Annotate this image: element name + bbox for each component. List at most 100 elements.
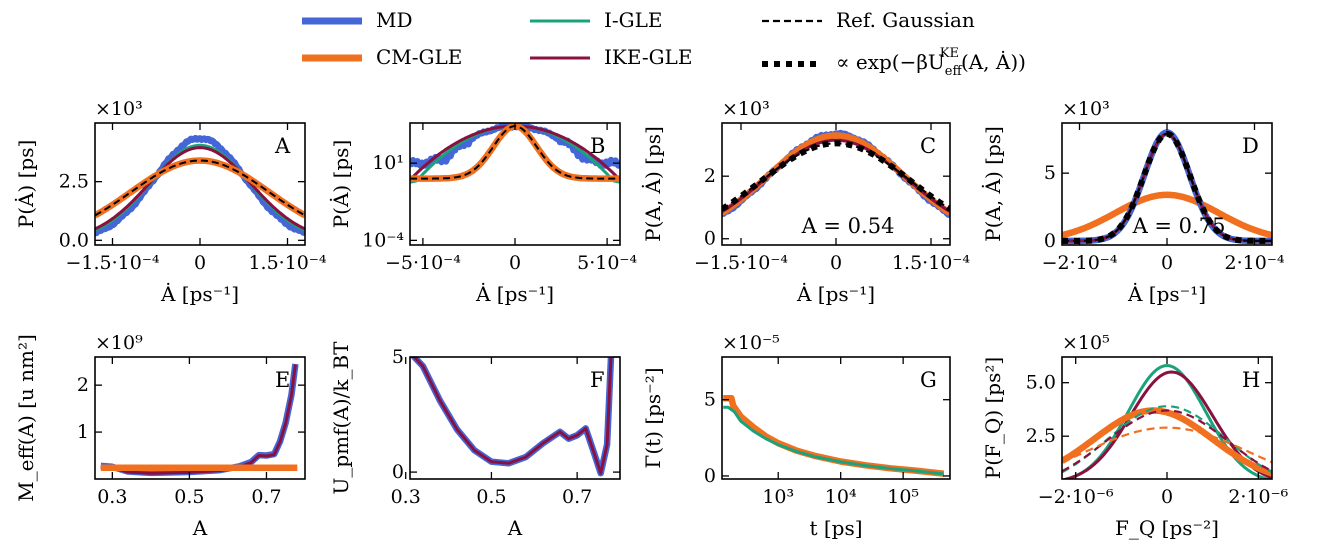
panel-C-xtick-label: 0 <box>830 252 842 274</box>
panel-D-label: D <box>1242 134 1259 158</box>
panel-C-annotation: A = 0.54 <box>801 214 895 238</box>
panel-C-ylabel: P(A, Ȧ) [ps] <box>641 126 665 242</box>
panel-E-ylabel: M_eff(A) [u nm²] <box>14 334 38 502</box>
panel-A-series-ref-gaussian <box>95 159 305 217</box>
panel-B-xlabel: Ȧ [ps⁻¹] <box>475 282 554 306</box>
panel-F-series-md <box>410 357 615 477</box>
panel-E-plot <box>100 363 299 477</box>
panel-A-xtick-label: −1.5·10⁻⁴ <box>66 252 160 274</box>
panel-C-xlabel: Ȧ [ps⁻¹] <box>796 282 875 306</box>
panel-H-xtick-label: 2·10⁻⁶ <box>1228 486 1288 508</box>
panel-H-plot <box>1062 364 1272 479</box>
panel-C-series-ike-gle <box>722 138 950 213</box>
panel-C-ytick-label: 0 <box>704 228 716 250</box>
panel-G-xtick-label: 10⁵ <box>887 486 919 508</box>
panel-H-xtick-label: 0 <box>1161 486 1173 508</box>
panel-G-xlabel: t [ps] <box>809 516 862 540</box>
panel-H-multiplier: ×10⁵ <box>1062 332 1110 354</box>
panel-D-series-cm-gle <box>1062 191 1272 239</box>
panel-B-series-ike-gle <box>410 124 620 181</box>
panel-C-series-exp <box>722 140 950 212</box>
panel-G-xtick-label: 10³ <box>762 486 794 508</box>
panel-F-xtick-label: 0.7 <box>562 486 592 508</box>
panel-H-xlabel: F_Q [ps⁻²] <box>1115 516 1219 540</box>
panel-C-ytick-label: 2 <box>704 165 716 187</box>
panel-A-series-md <box>95 134 305 237</box>
panel-D-ytick-label: 0 <box>1044 230 1056 252</box>
panel-G-multiplier: ×10⁻⁵ <box>722 332 780 354</box>
panel-H-series-cm-gle <box>1062 407 1272 477</box>
legend-ike-label: IKE-GLE <box>604 45 692 69</box>
panel-A-ylabel: P(Ȧ) [ps] <box>14 140 38 229</box>
panel-A-xtick-label: 0 <box>194 252 206 274</box>
panel-D-ylabel: P(A, Ȧ) [ps] <box>981 126 1005 242</box>
panel-B-ytick-label: 10¹ <box>372 152 404 174</box>
panel-B-xtick-label: 0 <box>509 252 521 274</box>
legend-exp-rest: (A, Ȧ)) <box>961 50 1026 74</box>
panel-H-series-ike-gle-dashed <box>1062 409 1272 473</box>
legend-exp-label: ∝ exp(−βUeff KE (A, Ȧ)) <box>836 46 1026 79</box>
panel-G-ylabel: Γ(t) [ps⁻²] <box>641 367 665 468</box>
panel-H-series-ike-gle <box>1062 370 1272 479</box>
panel-E-ytick-label: 2 <box>77 374 89 396</box>
panel-H-ytick-label: 2.5 <box>1026 425 1056 447</box>
panel-D-multiplier: ×10³ <box>1062 98 1110 120</box>
panel-D-xlabel: Ȧ [ps⁻¹] <box>1127 282 1206 306</box>
panel-H-ylabel: P(F_Q) [ps²] <box>981 357 1005 479</box>
panel-C-multiplier: ×10³ <box>722 98 770 120</box>
panel-B-xtick-label: −5·10⁻⁴ <box>385 252 461 274</box>
panel-E: 0.3 0.5 0.7 1 2 ×10⁹ E A M_eff(A) [u nm²] <box>14 332 306 540</box>
panel-D-series-exp <box>1062 130 1272 244</box>
panel-G-frame <box>721 356 951 480</box>
legend-ig-label: I-GLE <box>604 8 663 32</box>
legend-ref-label: Ref. Gaussian <box>836 8 975 32</box>
panel-F-ytick-label: 0 <box>392 461 404 483</box>
panel-G-xtick-label: 10⁴ <box>825 486 857 508</box>
panel-F-xtick-label: 0.3 <box>391 486 421 508</box>
legend-exp-sup: KE <box>940 46 959 61</box>
panel-G-plot <box>723 394 945 477</box>
panel-B-ytick-label: 10⁻⁴ <box>362 229 404 251</box>
panel-F: 0.3 0.5 0.7 0 5 F A U_pmf(A)/k_BT <box>329 341 621 540</box>
panel-B-ylabel: P(Ȧ) [ps] <box>329 140 353 229</box>
panel-C-label: C <box>920 134 936 158</box>
panel-D-plot <box>1062 129 1272 245</box>
panel-D-ytick-label: 5 <box>1044 162 1056 184</box>
legend-cm-label: CM-GLE <box>376 45 462 69</box>
panel-E-series-ike-gle <box>100 364 297 475</box>
panel-H-series-cm-gle-dashed <box>1062 426 1272 464</box>
panel-B-label: B <box>590 134 605 158</box>
panel-D-xtick-label: 0 <box>1161 252 1173 274</box>
panel-E-xtick-label: 0.5 <box>174 486 204 508</box>
panel-G-ytick-label: 5 <box>704 389 716 411</box>
panel-F-xtick-label: 0.5 <box>476 486 506 508</box>
panel-A-xlabel: Ȧ [ps⁻¹] <box>160 282 239 306</box>
panel-D-xtick-label: −2·10⁻⁴ <box>1042 252 1118 274</box>
panel-H: −2·10⁻⁶ 0 2·10⁻⁶ 2.5 5.0 ×10⁵ H F_Q [ps⁻²] P(F_Q… <box>981 332 1289 540</box>
panel-G-label: G <box>920 368 937 392</box>
panel-G-ytick-label: 0 <box>704 465 716 487</box>
panel-F-ylabel: U_pmf(A)/k_BT <box>329 341 353 495</box>
panel-E-xtick-label: 0.3 <box>97 486 127 508</box>
panel-B-series-md <box>410 123 620 169</box>
panel-G-series-cm-gle <box>723 394 945 477</box>
panel-F-plot <box>410 357 615 477</box>
panel-B: −5·10⁻⁴ 0 5·10⁻⁴ 10⁻⁴ 10¹ B Ȧ [ps⁻¹] P(Ȧ) [ps] <box>329 122 637 306</box>
panel-G: 10³ 10⁴ 10⁵ 0 5 ×10⁻⁵ Gt [ps] Γ(t) [ps⁻²] <box>641 332 951 540</box>
legend-exp-sub: eff <box>945 64 964 79</box>
panel-D-xtick-label: 2·10⁻⁴ <box>1225 252 1285 274</box>
panel-A-label: A <box>274 134 291 158</box>
panel-A-plot <box>95 134 305 237</box>
legend: MD CM-GLE I-GLE IKE-GLE Ref. Gaussian ∝ … <box>302 8 1026 79</box>
panel-A-ytick-label: 0.0 <box>59 229 89 251</box>
panel-E-frame <box>94 356 306 480</box>
panel-E-label: E <box>275 368 290 392</box>
panel-F-series-ike-gle <box>412 357 613 475</box>
panel-B-plot <box>410 123 620 184</box>
panel-E-xlabel: A <box>192 516 208 540</box>
panel-E-xtick-label: 0.7 <box>251 486 281 508</box>
